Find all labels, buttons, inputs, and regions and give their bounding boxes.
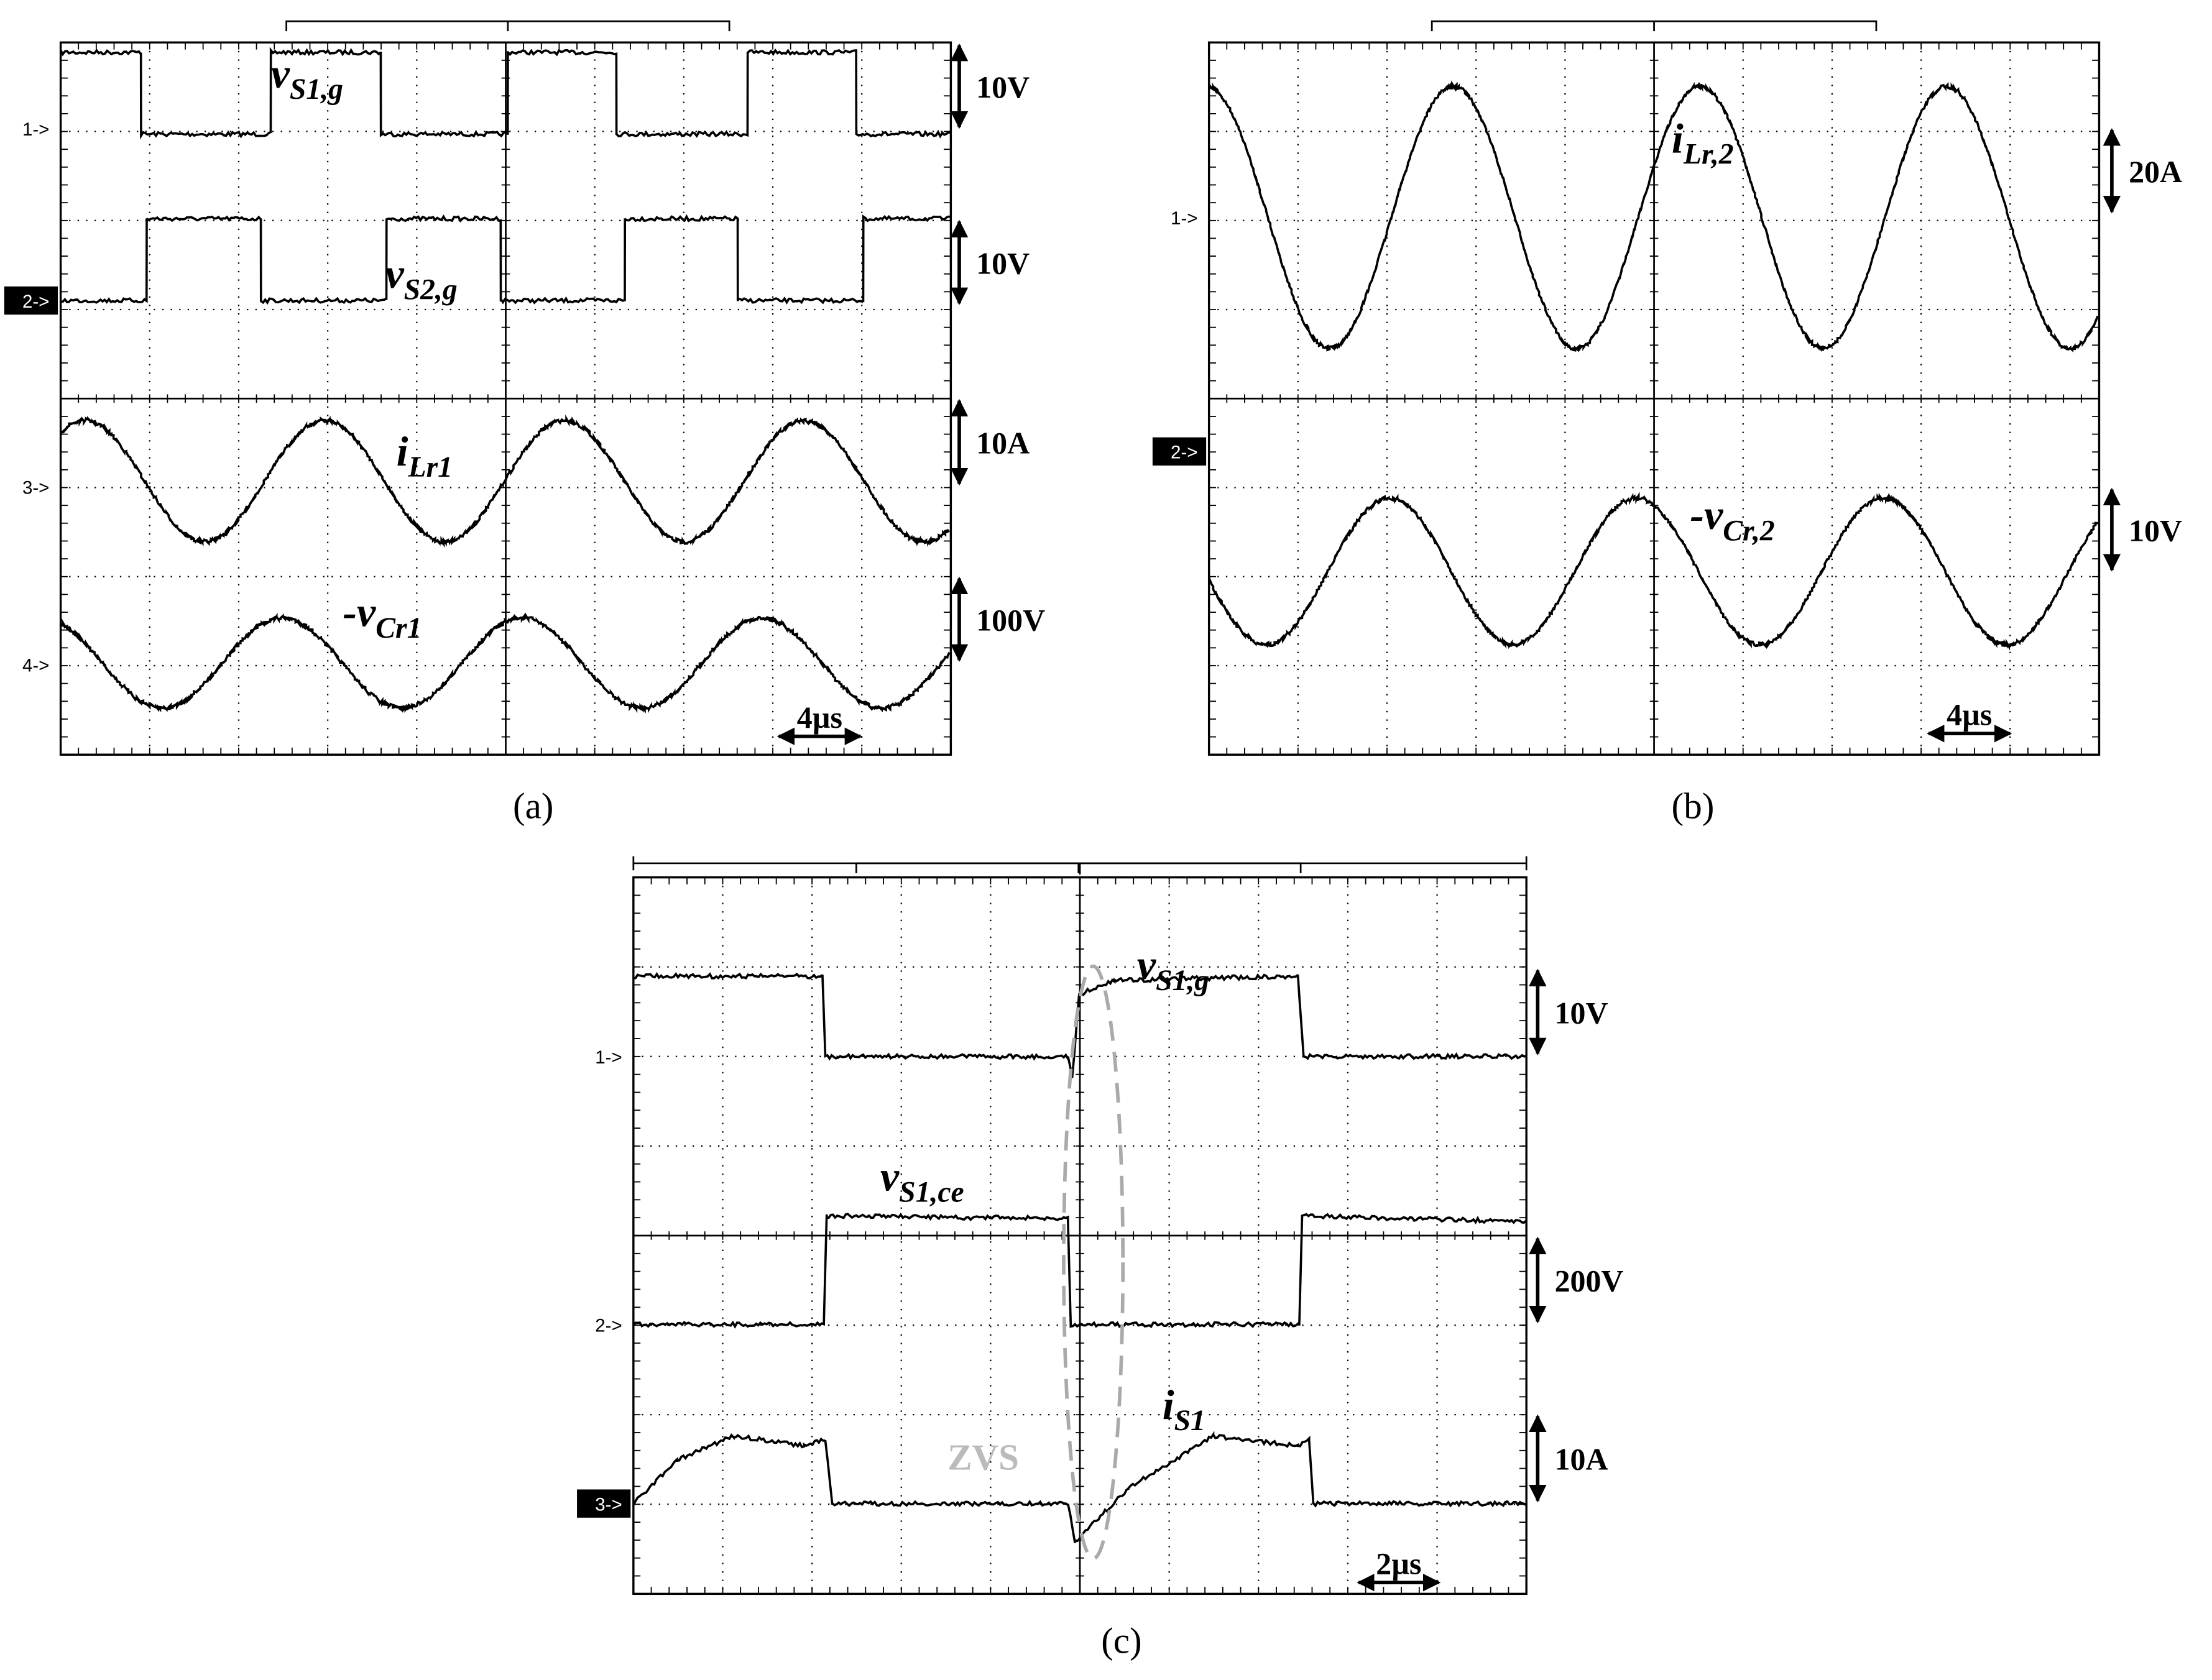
channel-marker: 1-> [595, 1047, 622, 1068]
signal-label: iLr1 [397, 428, 453, 484]
scope-panel: 1->10VvS1,g2->10VvS2,g3->10AiLr14->100V-… [4, 20, 1045, 756]
trigger-bracket [285, 20, 730, 32]
signal-label: vS1,ce [880, 1152, 964, 1208]
marker-box [1152, 437, 1207, 466]
channel-marker: 2-> [1171, 443, 1197, 463]
signal-main: i [1163, 1381, 1174, 1428]
signal-label: iS1 [1163, 1381, 1205, 1437]
signal-main: v [1137, 941, 1156, 988]
channel-marker: 3-> [595, 1494, 622, 1515]
signal-sub: Cr1 [376, 612, 422, 645]
signal-sub: Lr,2 [1683, 138, 1734, 170]
panel-label: (c) [1101, 1620, 1141, 1661]
signal-label: vS1,g [1137, 941, 1209, 997]
scale-label: 100V [976, 604, 1045, 638]
waveform [632, 1431, 1528, 1543]
channel-marker: 2-> [595, 1315, 622, 1336]
signal-main: v [880, 1152, 900, 1200]
signal-label: iLr,2 [1672, 114, 1734, 170]
scale-label: 10V [2129, 513, 2182, 548]
channel-marker: 4-> [22, 655, 49, 676]
signal-label: -vCr,2 [1690, 491, 1774, 547]
trigger-bracket [1431, 20, 1878, 32]
signal-sub: S1,ce [899, 1177, 964, 1209]
channel-marker: 2-> [22, 291, 49, 312]
time-scale-label: 2µs [1376, 1547, 1421, 1581]
signal-sub: S1,g [1156, 965, 1209, 997]
panel-label: (a) [513, 785, 553, 826]
waveform [632, 1213, 1528, 1329]
signal-main: -v [343, 589, 376, 636]
scale-label: 10V [976, 246, 1030, 280]
waveform [60, 612, 951, 714]
waveform [1208, 80, 2099, 353]
signal-sub: S2,g [404, 273, 458, 306]
signal-label: -vCr1 [343, 589, 422, 645]
marker-box [4, 286, 58, 315]
time-scale-label: 4µs [1947, 698, 1992, 732]
time-ruler [632, 856, 1528, 875]
signal-sub: S1,g [290, 73, 343, 106]
scope-panel: 1-> 20A iLr,2 2-> 10V -vCr,2 4µs [1152, 20, 2182, 756]
signal-label: vS2,g [385, 250, 457, 306]
scale-label: 20A [2129, 155, 2182, 189]
signal-sub: Cr,2 [1723, 515, 1774, 547]
waveform [60, 214, 951, 305]
signal-sub: S1 [1174, 1405, 1205, 1437]
marker-box [577, 1489, 631, 1518]
channel-marker: 1-> [1171, 208, 1197, 229]
waveform [60, 414, 950, 548]
scale-label: 10V [1555, 996, 1608, 1030]
signal-main: v [271, 50, 290, 97]
channel-marker: 1-> [22, 119, 49, 140]
signal-main: i [397, 428, 408, 475]
signal-sub: Lr1 [408, 451, 453, 484]
scale-label: 10A [1555, 1443, 1608, 1477]
scale-label: 200V [1555, 1264, 1624, 1298]
signal-label: vS1,g [271, 50, 343, 106]
signal-main: -v [1690, 491, 1723, 538]
scale-label: 10V [976, 70, 1030, 104]
time-scale-label: 4µs [797, 700, 842, 735]
channel-marker: 3-> [22, 477, 49, 498]
waveform [59, 47, 951, 140]
signal-main: v [385, 250, 404, 297]
scale-label: 10A [976, 426, 1030, 461]
zvs-ellipse [1062, 964, 1125, 1561]
trigger-bracket [855, 862, 1302, 873]
signal-main: i [1672, 114, 1684, 162]
panel-label: (b) [1672, 785, 1715, 826]
waveform [1207, 492, 2098, 651]
zvs-annotation: ZVS [947, 1437, 1019, 1478]
